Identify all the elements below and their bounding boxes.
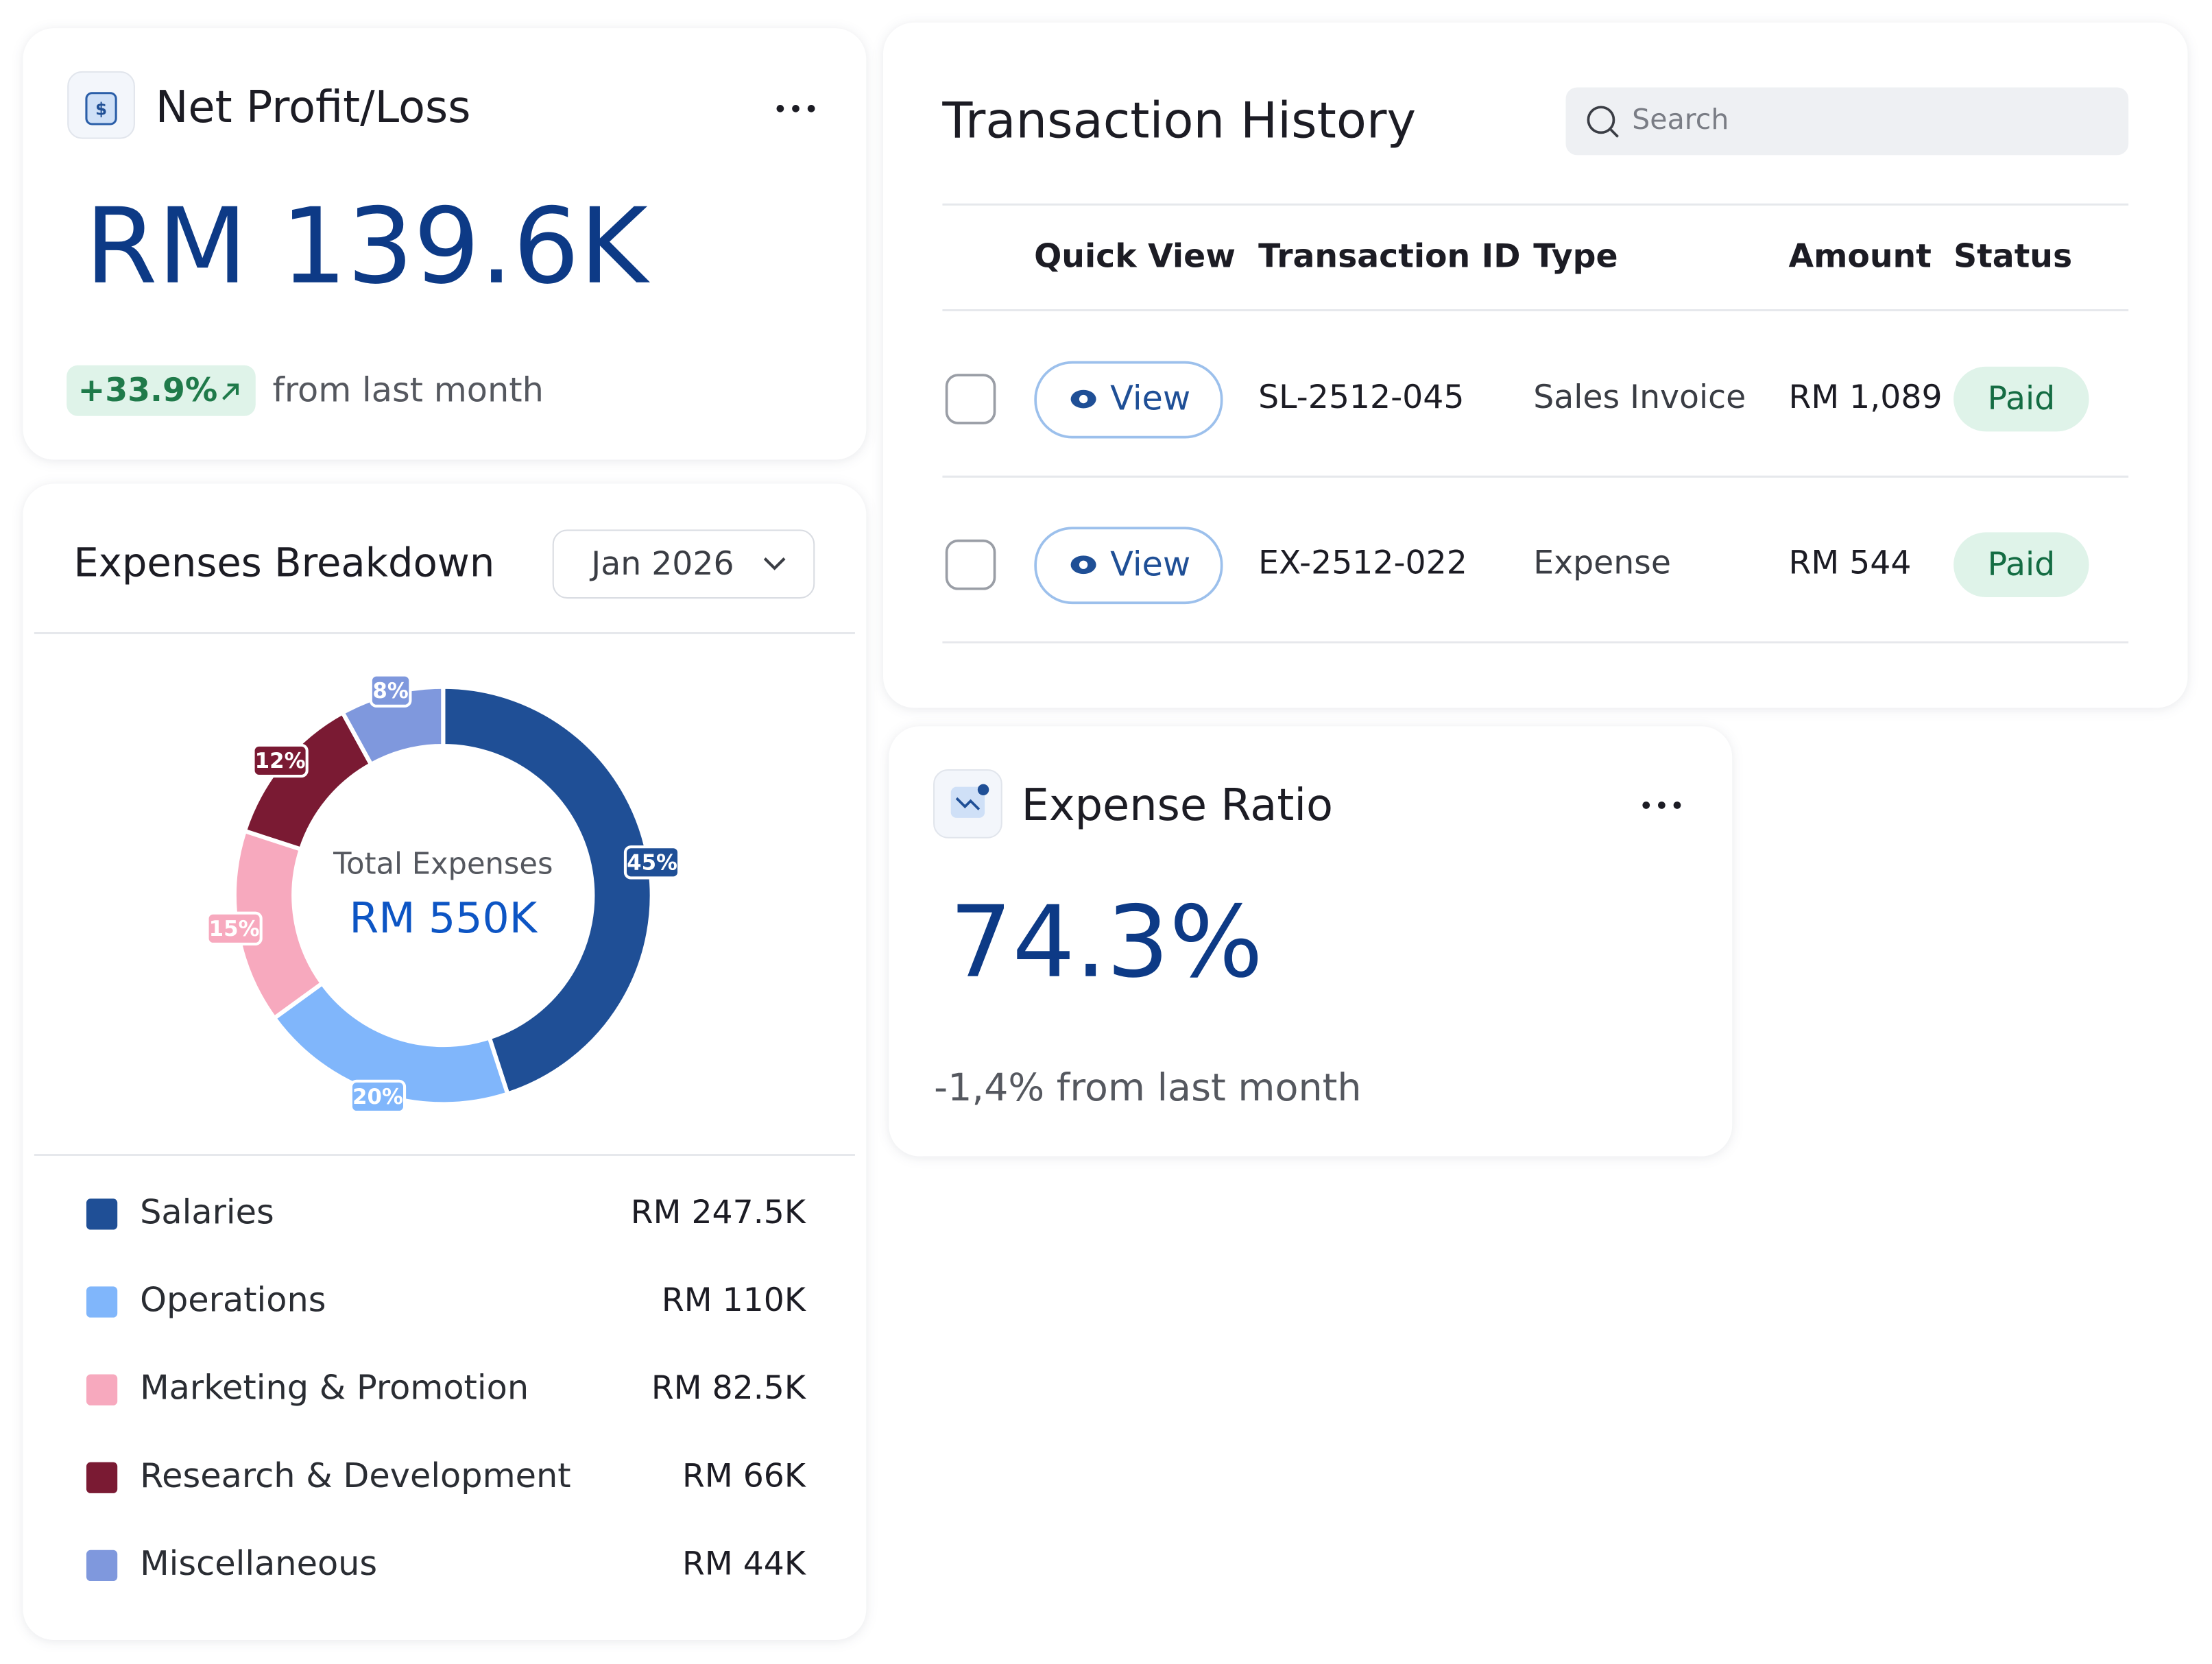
- donut-center-label: Total Expenses: [333, 847, 553, 881]
- eye-icon: [1079, 394, 1088, 404]
- search-placeholder: Search: [1632, 103, 1729, 136]
- transaction-type: Sales Invoice: [1533, 378, 1746, 416]
- legend-swatch: [86, 1374, 118, 1406]
- column-header: Status: [1953, 237, 2072, 275]
- ratio-icon: [955, 797, 981, 810]
- value-label: 15%: [209, 917, 260, 941]
- transaction-amount: RM 1,089: [1788, 378, 1942, 416]
- legend-swatch: [86, 1198, 118, 1230]
- eye-icon: [1079, 560, 1088, 569]
- donut-segment: [441, 684, 654, 1097]
- legend-label: Operations: [140, 1280, 326, 1320]
- profit-icon-bag: [85, 92, 117, 125]
- transaction-type: Expense: [1533, 544, 1671, 582]
- change-badge: [67, 365, 256, 416]
- legend-amount: RM 44K: [682, 1545, 807, 1582]
- legend-swatch: [86, 1462, 118, 1493]
- transaction-amount: RM 544: [1788, 544, 1911, 582]
- value-label: 45%: [627, 850, 677, 875]
- transaction-id: EX-2512-022: [1258, 544, 1467, 582]
- legend-amount: RM 66K: [682, 1457, 807, 1495]
- card-title: Transaction History: [941, 92, 1416, 149]
- card-title: Expense Ratio: [1022, 780, 1333, 831]
- legend-swatch: [86, 1550, 118, 1582]
- table-body: View SL-2512-045 Sales Invoice RM 1,089 Paid…: [942, 361, 2129, 644]
- value-label-box: [623, 845, 681, 880]
- row-checkbox[interactable]: [945, 374, 996, 424]
- status-pill: [1953, 366, 2089, 432]
- donut-center-value: RM 550K: [349, 893, 538, 943]
- profit-icon-sign: $: [95, 99, 107, 119]
- ratio-icon: [977, 784, 989, 796]
- ratio-change: -1,4% from last month: [934, 1065, 1362, 1110]
- search-icon: [1587, 106, 1615, 134]
- card-title: Expenses Breakdown: [73, 540, 494, 586]
- search-icon: [1610, 128, 1619, 138]
- legend-amount: RM 247.5K: [631, 1194, 807, 1231]
- legend-label: Marketing & Promotion: [140, 1368, 529, 1408]
- card-title: Net Profit/Loss: [156, 82, 471, 133]
- search-box[interactable]: [1565, 87, 2129, 156]
- status-pill: [1953, 532, 2089, 598]
- value-label-box: [252, 743, 309, 778]
- view-label: View: [1110, 378, 1190, 418]
- status-label: Paid: [1988, 546, 2056, 583]
- legend-amount: RM 110K: [662, 1281, 807, 1319]
- value-label-box: [206, 911, 263, 945]
- legend-amount: RM 82.5K: [651, 1369, 807, 1407]
- view-label: View: [1110, 544, 1190, 583]
- chevron: [763, 557, 786, 570]
- menu-button[interactable]: [776, 105, 815, 112]
- row-checkbox[interactable]: [945, 539, 996, 590]
- profit-value: RM 139.6K: [85, 186, 650, 307]
- column-header: Type: [1533, 237, 1618, 275]
- period-value: Jan 2026: [589, 545, 734, 583]
- value-label-box: [369, 673, 412, 708]
- value-label-box: [349, 1079, 407, 1114]
- view-button[interactable]: [1034, 361, 1223, 439]
- view-button[interactable]: [1034, 527, 1223, 605]
- column-header: Transaction ID: [1258, 237, 1520, 275]
- donut-chart: 45% 20% 15% 12% 8%: [206, 673, 681, 1114]
- ratio-card: [889, 726, 1733, 1157]
- change-note: from last month: [272, 370, 543, 409]
- legend-swatch: [86, 1286, 118, 1318]
- status-label: Paid: [1988, 380, 2056, 418]
- value-label: 20%: [352, 1085, 403, 1109]
- column-header: Quick View: [1034, 237, 1236, 275]
- legend-label: Research & Development: [140, 1456, 571, 1495]
- menu-button[interactable]: [1642, 801, 1681, 809]
- change-value: +33.9%: [78, 372, 218, 409]
- transaction-id: SL-2512-045: [1258, 378, 1464, 416]
- period-select[interactable]: [552, 529, 815, 599]
- value-label: 8%: [372, 679, 408, 703]
- ratio-value: 74.3%: [950, 884, 1263, 1000]
- net-profit-card: [23, 28, 867, 460]
- legend-label: Miscellaneous: [140, 1543, 377, 1583]
- change-arrow: [222, 383, 239, 400]
- legend: Salaries RM 247.5K Operations RM 110K Market…: [86, 1192, 807, 1583]
- value-label: 12%: [255, 749, 306, 773]
- legend-label: Salaries: [140, 1192, 274, 1231]
- column-header: Amount: [1788, 237, 1931, 275]
